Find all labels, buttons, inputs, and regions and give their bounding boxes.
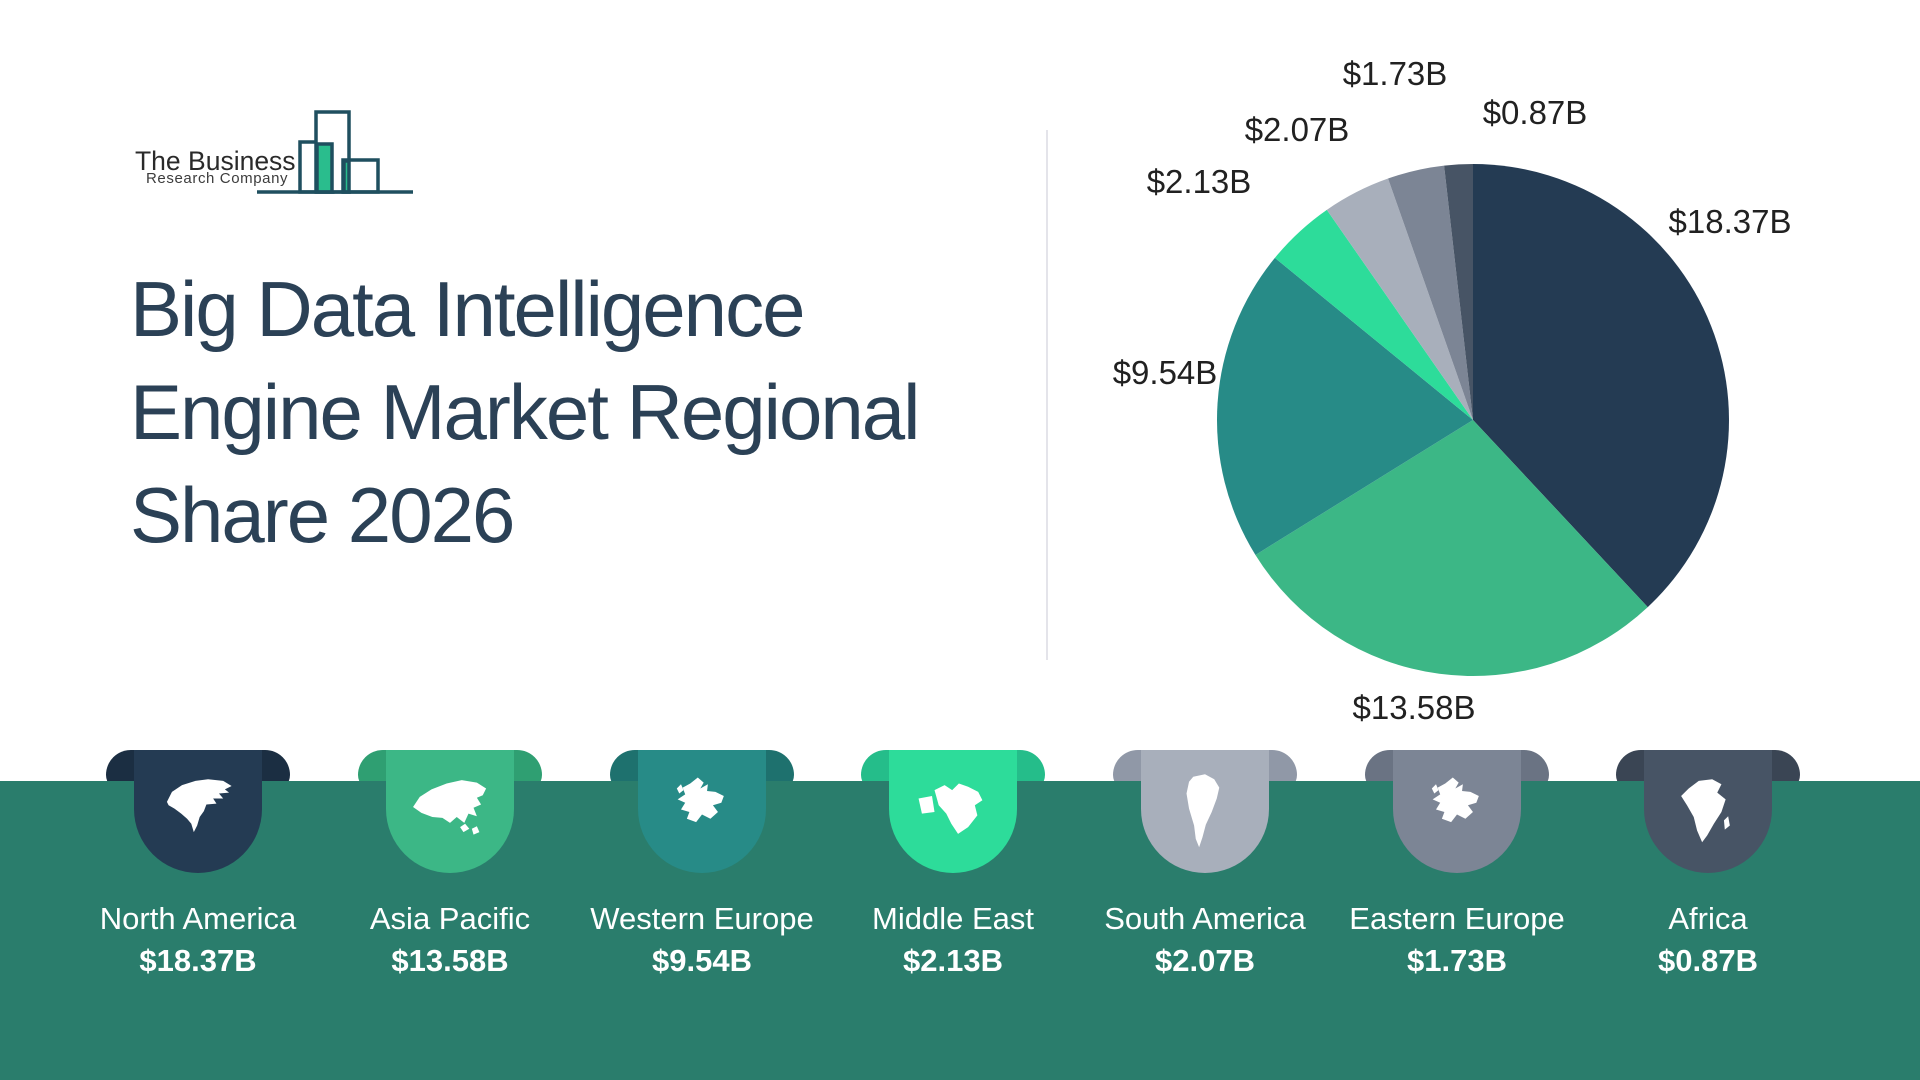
ribbon-front	[889, 750, 1017, 873]
region-badge-eastern-europe: Eastern Europe $1.73B	[1337, 750, 1577, 990]
pie-slice-south-america	[1326, 178, 1473, 420]
region-value: $2.13B	[903, 943, 1003, 978]
pie-chart	[1216, 164, 1730, 676]
region-name: Eastern Europe	[1349, 901, 1565, 936]
north-america-map-icon	[166, 779, 232, 833]
vertical-divider	[1046, 130, 1048, 660]
region-badge-africa: Africa $0.87B	[1588, 750, 1828, 990]
ribbon-front	[1141, 750, 1269, 873]
pie-slice-eastern-europe	[1388, 165, 1473, 420]
pie-value-label-middle-east: $2.13B	[1146, 163, 1252, 200]
page-title: Big Data Intelligence Engine Market Regi…	[130, 258, 920, 567]
region-value: $2.07B	[1155, 943, 1255, 978]
europe-map-icon	[1431, 777, 1479, 823]
region-value: $9.54B	[652, 943, 752, 978]
region-name: Asia Pacific	[369, 901, 531, 936]
pie-value-label-south-america: $2.07B	[1244, 111, 1350, 148]
africa-map-icon	[1681, 779, 1730, 843]
ribbon-front	[1393, 750, 1521, 873]
pie-value-label-north-america: $18.37B	[1668, 203, 1792, 240]
pie-slice-asia-pacific	[1255, 420, 1648, 676]
region-name: Western Europe	[590, 901, 814, 936]
pie-slice-western-europe	[1216, 257, 1473, 555]
ribbon-front	[1644, 750, 1772, 873]
bar-chart-logo-icon	[257, 110, 413, 194]
title-line-3: Share 2026	[130, 471, 515, 559]
middle-east-map-icon	[918, 783, 983, 834]
logo-text-secondary: Research Company	[146, 170, 289, 187]
region-name: Africa	[1668, 901, 1748, 936]
pie-slice-middle-east	[1274, 209, 1473, 420]
region-value: $18.37B	[139, 943, 257, 978]
region-value: $13.58B	[391, 943, 509, 978]
ribbon-front	[134, 750, 262, 873]
title-line-2: Engine Market Regional	[130, 368, 920, 456]
south-america-map-icon	[1186, 774, 1220, 848]
pie-slice-africa	[1444, 164, 1473, 420]
europe-map-icon	[676, 777, 724, 823]
pie-value-label-africa: $0.87B	[1482, 94, 1588, 131]
region-badge-middle-east: Middle East $2.13B	[833, 750, 1073, 990]
region-badge-asia-pacific: Asia Pacific $13.58B	[330, 750, 570, 990]
ribbon-front	[386, 750, 514, 873]
pie-slice-north-america	[1473, 164, 1730, 608]
title-line-1: Big Data Intelligence	[130, 265, 805, 353]
pie-value-label-western-europe: $9.54B	[1112, 354, 1218, 391]
region-name: North America	[99, 901, 297, 936]
pie-value-label-eastern-europe: $1.73B	[1342, 55, 1448, 92]
region-value: $0.87B	[1658, 943, 1758, 978]
ribbon-front	[638, 750, 766, 873]
region-badge-north-america: North America $18.37B	[78, 750, 318, 990]
region-name: South America	[1104, 901, 1306, 936]
region-value: $1.73B	[1407, 943, 1507, 978]
asia-map-icon	[413, 780, 487, 835]
region-badge-south-america: South America $2.07B	[1085, 750, 1325, 990]
pie-value-label-asia-pacific: $13.58B	[1352, 689, 1476, 726]
region-name: Middle East	[872, 901, 1034, 936]
region-badge-western-europe: Western Europe $9.54B	[582, 750, 822, 990]
logo-text-primary: The Business	[135, 146, 296, 176]
